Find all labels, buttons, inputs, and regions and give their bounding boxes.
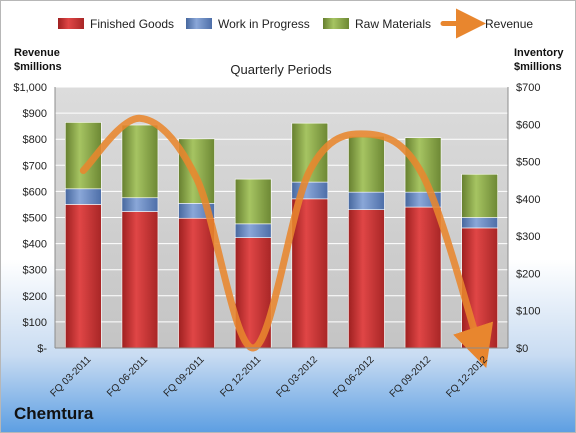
right-axis-title-line2: $millions bbox=[514, 61, 562, 73]
work-in-progress-bar bbox=[348, 191, 385, 210]
left-tick-label: $- bbox=[37, 343, 47, 355]
left-tick-label: $500 bbox=[23, 213, 47, 225]
revenue-line-path bbox=[79, 114, 494, 368]
left-tick-label: $200 bbox=[23, 291, 47, 303]
raw-materials-bar bbox=[404, 137, 442, 193]
left-axis-title-line1: Revenue bbox=[14, 47, 60, 59]
raw-materials-bar bbox=[348, 135, 385, 193]
right-tick-label: $0 bbox=[516, 343, 528, 355]
legend-work-in-progress-swatch bbox=[186, 18, 212, 29]
finished-goods-bar bbox=[461, 227, 498, 349]
left-tick-label: $300 bbox=[23, 265, 47, 277]
left-tick-label: $700 bbox=[23, 160, 47, 172]
finished-goods-bar bbox=[65, 204, 102, 349]
legend: Finished Goods Work in Progress Raw Materi… bbox=[58, 8, 533, 39]
left-axis-title-line2: $millions bbox=[14, 61, 62, 73]
chart-title: Quarterly Periods bbox=[230, 62, 332, 77]
work-in-progress-bar bbox=[461, 217, 498, 229]
right-tick-label: $400 bbox=[516, 194, 540, 206]
right-tick-label: $600 bbox=[516, 119, 540, 131]
right-tick-label: $700 bbox=[516, 82, 540, 94]
finished-goods-bar bbox=[291, 198, 329, 349]
work-in-progress-bar bbox=[121, 197, 159, 212]
right-tick-label: $500 bbox=[516, 157, 540, 169]
left-tick-label: $900 bbox=[23, 108, 47, 120]
raw-materials-bar bbox=[234, 178, 272, 225]
right-tick-label: $300 bbox=[516, 231, 540, 243]
work-in-progress-bar bbox=[65, 188, 102, 205]
legend-revenue-label: Revenue bbox=[485, 17, 533, 31]
left-tick-label: $100 bbox=[23, 317, 47, 329]
finished-goods-bar bbox=[404, 206, 442, 349]
finished-goods-bar bbox=[178, 217, 215, 349]
legend-finished-goods-label: Finished Goods bbox=[90, 17, 174, 31]
raw-materials-bar bbox=[461, 173, 498, 218]
left-tick-label: $1,000 bbox=[13, 82, 47, 94]
company-name: Chemtura bbox=[14, 404, 94, 423]
work-in-progress-bar bbox=[234, 223, 272, 238]
legend-raw-materials-label: Raw Materials bbox=[355, 17, 431, 31]
finished-goods-bar bbox=[121, 211, 159, 349]
right-tick-label: $200 bbox=[516, 268, 540, 280]
finished-goods-bar bbox=[348, 209, 385, 349]
left-tick-label: $400 bbox=[23, 239, 47, 251]
left-tick-label: $800 bbox=[23, 134, 47, 146]
right-axis-title-line1: Inventory bbox=[514, 47, 564, 59]
raw-materials-bar bbox=[121, 124, 159, 199]
left-tick-label: $600 bbox=[23, 186, 47, 198]
right-tick-label: $100 bbox=[516, 306, 540, 318]
legend-work-in-progress-label: Work in Progress bbox=[218, 17, 310, 31]
legend-raw-materials-swatch bbox=[323, 18, 349, 29]
revenue-line bbox=[79, 114, 494, 368]
legend-finished-goods-swatch bbox=[58, 18, 84, 29]
